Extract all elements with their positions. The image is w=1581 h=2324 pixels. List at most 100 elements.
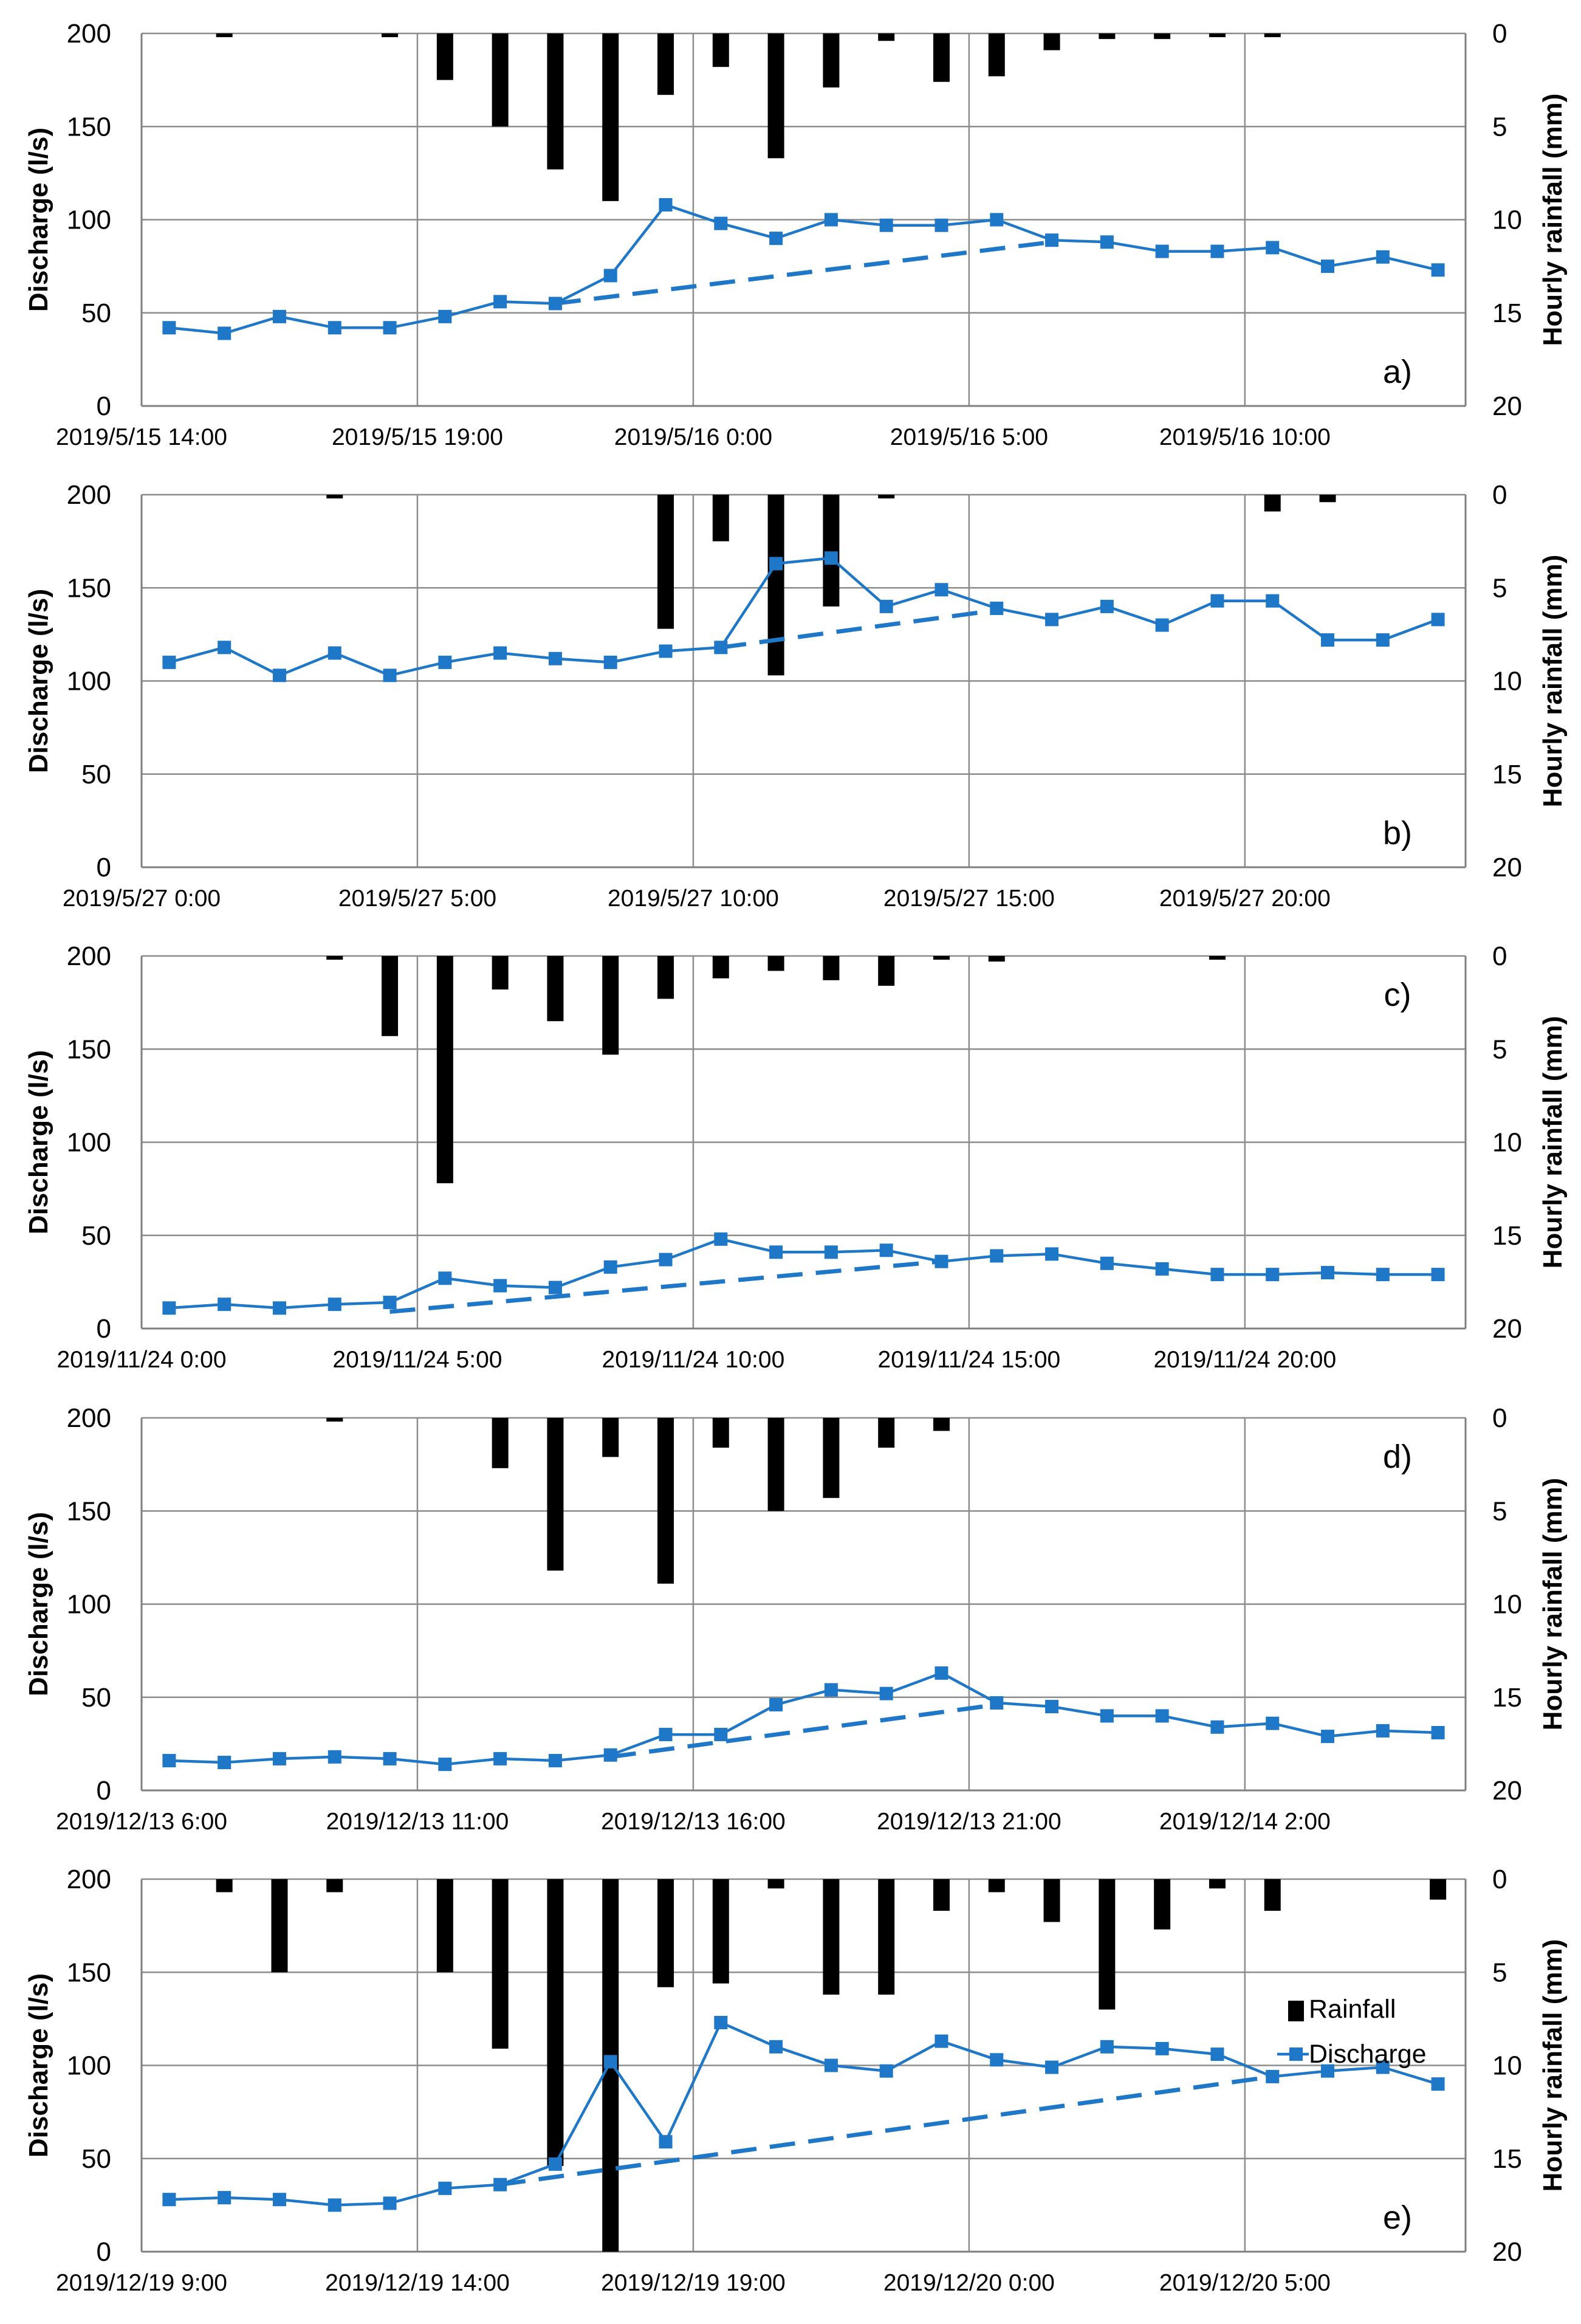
discharge-point [824,551,838,565]
discharge-point [328,1750,341,1764]
y-tick-label: 200 [67,1403,111,1433]
discharge-point [438,1758,452,1772]
discharge-point [990,601,1004,615]
y-tick-label: 50 [81,2144,111,2174]
y2-tick-label: 15 [1492,298,1522,328]
rainfall-bar [1043,33,1060,50]
discharge-point [824,1683,838,1697]
y2-tick-label: 10 [1492,2051,1522,2081]
rainfall-bar [823,956,840,980]
discharge-point [1431,1725,1445,1739]
y2-tick-label: 20 [1492,391,1522,421]
discharge-point [879,218,893,232]
discharge-point [1431,263,1445,277]
rainfall-bar [933,1418,950,1431]
discharge-point [438,1271,452,1285]
y-tick-label: 0 [97,1314,111,1344]
y-tick-label: 100 [67,1590,111,1620]
baseflow-dashed-line [555,239,1052,306]
y2-tick-label: 20 [1492,1314,1522,1344]
discharge-point [383,1296,397,1310]
legend-discharge-marker [1289,2047,1303,2061]
discharge-point [659,1253,673,1267]
discharge-point [272,1752,286,1765]
discharge-point [1100,235,1114,249]
rainfall-bar [712,1418,729,1448]
x-tick-label: 2019/5/16 5:00 [890,424,1048,450]
discharge-line [169,1671,1438,1766]
x-tick-label: 2019/12/19 19:00 [601,2270,786,2296]
discharge-point [1045,2060,1059,2074]
y-tick-label: 50 [81,760,111,789]
y2-tick-label: 15 [1492,760,1522,789]
discharge-point [548,2157,562,2171]
chart-panel: 0 50 100 150 200 0 5 10 15 20 2019/12/13 6:00 2019/… [24,1403,1568,1835]
discharge-point [879,1686,893,1700]
y-tick-label: 200 [67,1865,111,1894]
discharge-point [603,269,617,283]
discharge-point [1155,1709,1169,1723]
rainfall-bar [767,956,784,971]
rainfall-bar [767,1418,784,1511]
rainfall-bar [547,33,564,170]
rainfall-bar [326,1879,343,1893]
rainfall-bar [878,1418,895,1448]
discharge-point [659,198,673,211]
y2-tick-label: 5 [1492,1034,1507,1064]
rainfall-bar [602,956,619,1055]
discharge-point [659,1728,673,1742]
chart-panel: 0 50 100 150 200 0 5 10 15 20 2019/5/27 0:00 2019/5… [24,480,1568,912]
discharge-point [548,651,562,665]
discharge-point [659,644,673,658]
discharge-point [1321,1730,1335,1744]
discharge-point [935,1254,948,1268]
discharge-point [824,1245,838,1259]
discharge-point [1100,599,1114,613]
rainfall-bar [547,956,564,1022]
discharge-point [1045,1700,1059,1714]
discharge-point [1155,244,1169,258]
x-tick-label: 2019/11/24 0:00 [57,1347,226,1373]
discharge-point [990,1696,1004,1710]
discharge-point [162,2193,176,2207]
discharge-point [1431,2077,1445,2091]
rainfall-bar [878,33,895,41]
discharge-point [769,2040,783,2054]
discharge-point [272,669,286,682]
discharge-point [493,295,507,309]
rainfall-bar [988,1879,1005,1893]
y2-tick-label: 15 [1492,1221,1522,1251]
discharge-point [1321,2064,1335,2078]
discharge-point [218,2191,231,2205]
y2-tick-label: 5 [1492,1958,1507,1987]
discharge-point [879,599,893,613]
discharge-point [1155,1262,1169,1276]
discharge-point [328,2198,341,2212]
baseflow-dashed-line [720,608,997,650]
rainfall-bar [988,33,1005,77]
legend-discharge-label: Discharge [1309,2040,1427,2069]
rainfall-bar [712,956,729,978]
y-tick-label: 0 [97,391,111,421]
rainfall-bar [436,956,453,1183]
legend: Rainfall Discharge [1277,1995,1427,2069]
discharge-line [168,556,1439,677]
discharge-line [169,2021,1439,2207]
x-tick-label: 2019/11/24 20:00 [1153,1347,1336,1373]
y-tick-label: 150 [67,1034,111,1064]
discharge-point [824,2058,838,2072]
y2-tick-label: 10 [1492,1128,1522,1158]
y2-tick-label: 10 [1492,205,1522,235]
x-tick-label: 2019/12/13 6:00 [56,1809,227,1835]
discharge-point [218,326,231,340]
rainfall-bar [271,1879,288,1973]
rainfall-bar [767,1879,784,1889]
rainfall-bar [657,1418,674,1584]
panel-label: b) [1383,815,1412,851]
rainfall-bar [492,1418,509,1468]
chart-panel: 0 50 100 150 200 0 5 10 15 20 2019/5/15 14:00 2019/… [24,19,1568,450]
discharge-point [714,216,728,230]
y2-tick-label: 0 [1492,480,1507,510]
rainfall-bar [1154,1879,1171,1930]
y-tick-label: 50 [81,1683,111,1713]
